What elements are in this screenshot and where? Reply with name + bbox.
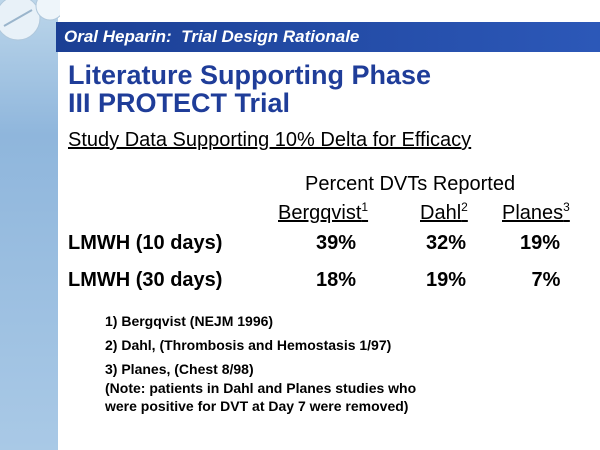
reference: 3 (563, 200, 570, 214)
cell: 19% (519, 232, 561, 254)
footnote: 2) Dahl, (Thrombosis and Hemostasis 1/97… (105, 337, 392, 353)
cell: 32% (425, 232, 467, 254)
row-label: LMWH (30 days) (68, 269, 223, 291)
column-name: Dahl (420, 202, 462, 224)
section-title: Oral Heparin: Trial Design Rationale (64, 27, 360, 46)
column-header: Planes3 (502, 200, 570, 225)
cell: 19% (425, 269, 467, 291)
cell: 39% (315, 232, 357, 254)
row-label: LMWH (10 days) (68, 232, 223, 254)
footnote: (Note: patients in Dahl and Planes studi… (105, 380, 417, 396)
pill-graphic (0, 0, 60, 41)
side-strip (0, 0, 58, 450)
footnote: 1) Bergqvist (NEJM 1996) (105, 313, 274, 329)
title: Literature Supporting Phase (68, 60, 432, 90)
footnote: were positive for DVT at Day 7 were remo… (105, 398, 409, 414)
table-caption: Percent DVTs Reported (305, 173, 516, 195)
column-header: Dahl2 (420, 200, 468, 225)
reference: 2 (461, 200, 468, 214)
column-name: Bergqvist (278, 202, 362, 224)
column-header: Bergqvist1 (278, 200, 368, 225)
cell: 7% (531, 269, 561, 291)
column-name: Planes (502, 202, 564, 224)
title: III PROTECT Trial (68, 88, 291, 118)
footnote: 3) Planes, (Chest 8/98) (105, 361, 254, 377)
reference: 1 (361, 200, 369, 214)
header-bar (56, 22, 600, 52)
subtitle: Study Data Supporting 10% Delta for Effi… (68, 129, 472, 151)
cell: 18% (315, 269, 357, 291)
